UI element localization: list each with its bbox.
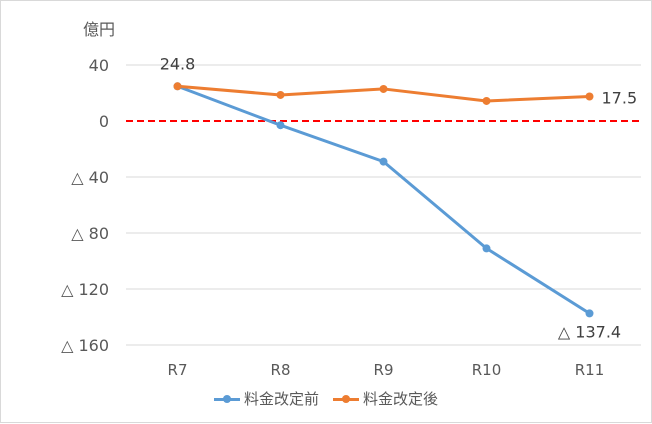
y-axis-unit-label: 億円 <box>83 20 115 39</box>
legend-item-after[interactable]: 料金改定後 <box>333 388 438 409</box>
x-tick-label: R10 <box>472 361 502 379</box>
data-series <box>173 82 594 318</box>
data-labels: 24.8 17.5 △ 137.4 <box>160 54 637 341</box>
x-tick-label: R11 <box>575 361 605 379</box>
y-tick-label: 40 <box>89 56 109 75</box>
y-tick-label: △ 40 <box>71 168 109 187</box>
data-point[interactable] <box>482 96 491 105</box>
data-point[interactable] <box>379 84 388 93</box>
y-tick-label: △ 120 <box>61 280 109 299</box>
x-tick-label: R8 <box>271 361 291 379</box>
legend-label: 料金改定前 <box>243 390 319 408</box>
y-tick-label: △ 80 <box>71 224 109 243</box>
data-point[interactable] <box>585 92 594 101</box>
data-point[interactable] <box>482 244 491 253</box>
data-point[interactable] <box>585 309 594 318</box>
legend-swatch-after-icon <box>333 394 359 404</box>
x-tick-label: R7 <box>168 361 188 379</box>
y-tick-label: △ 160 <box>61 336 109 355</box>
data-point[interactable] <box>379 157 388 166</box>
data-point[interactable] <box>276 90 285 99</box>
legend: 料金改定前 料金改定後 <box>0 388 652 409</box>
legend-swatch-before-icon <box>213 394 240 404</box>
x-tick-label: R9 <box>374 361 394 379</box>
data-point[interactable] <box>276 121 285 130</box>
x-axis-ticks: R7 R8 R9 R10 R11 <box>168 361 605 379</box>
legend-label: 料金改定後 <box>363 390 439 408</box>
data-label: △ 137.4 <box>558 322 621 341</box>
y-tick-label: 0 <box>99 112 109 131</box>
y-axis-ticks: 40 0 △ 40 △ 80 △ 120 △ 160 <box>61 56 109 355</box>
legend-item-before[interactable]: 料金改定前 <box>213 388 319 409</box>
data-label: 17.5 <box>602 89 638 108</box>
data-label: 24.8 <box>160 54 196 73</box>
data-point[interactable] <box>173 82 182 91</box>
gridlines <box>126 64 641 346</box>
